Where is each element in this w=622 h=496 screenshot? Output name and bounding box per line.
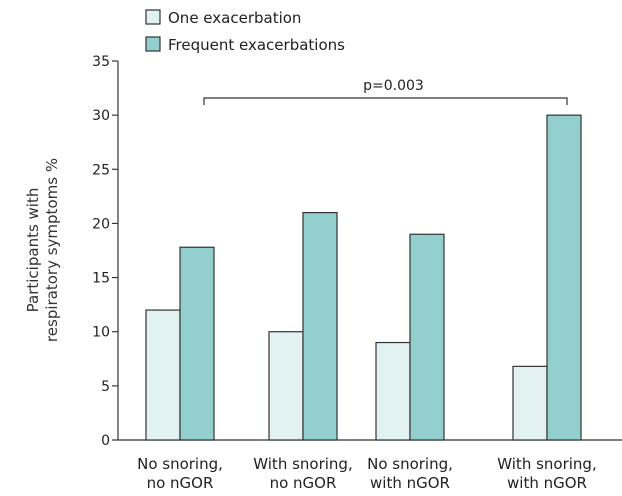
- bar-frequent-exacerbations: [409, 233, 445, 441]
- bar-frequent-exacerbations: [302, 212, 338, 441]
- bar-one-exacerbation: [145, 309, 181, 441]
- legend-label: One exacerbation: [168, 9, 301, 27]
- y-tick-label: 25: [92, 162, 110, 178]
- y-tick-label: 35: [92, 54, 110, 70]
- bar-frequent-exacerbations: [546, 114, 582, 441]
- y-tick-label: 20: [92, 216, 110, 232]
- p-value-label: p=0.003: [363, 78, 424, 94]
- bar-one-exacerbation: [512, 365, 548, 441]
- y-tick-label: 0: [101, 433, 110, 449]
- bar-one-exacerbation: [268, 331, 304, 441]
- legend-swatch: [145, 36, 161, 52]
- bar-series: [145, 114, 582, 441]
- y-axis: 0 5 10 15 20 25 30 35: [92, 54, 119, 449]
- y-tick-label: 10: [92, 325, 110, 341]
- legend-label: Frequent exacerbations: [168, 36, 345, 54]
- legend-swatch: [145, 9, 161, 25]
- bar-frequent-exacerbations: [179, 246, 215, 441]
- x-tick-label: No snoring, with nGOR: [367, 455, 453, 492]
- y-tick-label: 5: [101, 379, 110, 395]
- bar-one-exacerbation: [375, 341, 411, 441]
- significance-bracket: p=0.003: [203, 78, 568, 105]
- legend: One exacerbation Frequent exacerbations: [145, 9, 345, 54]
- y-axis-label: Participants withrespiratory symptoms %: [24, 158, 61, 342]
- y-axis-title: Participants withrespiratory symptoms %: [24, 158, 61, 342]
- bracket-line: [203, 97, 568, 105]
- x-tick-label: With snoring, no nGOR: [253, 455, 352, 492]
- y-tick-label: 30: [92, 108, 110, 124]
- x-axis: No snoring, no nGOR With snoring, no nGOR No…: [118, 439, 622, 492]
- x-tick-label: With snoring, with nGOR: [497, 455, 596, 492]
- x-tick-label: No snoring, no nGOR: [137, 455, 223, 492]
- y-tick-label: 15: [92, 271, 110, 287]
